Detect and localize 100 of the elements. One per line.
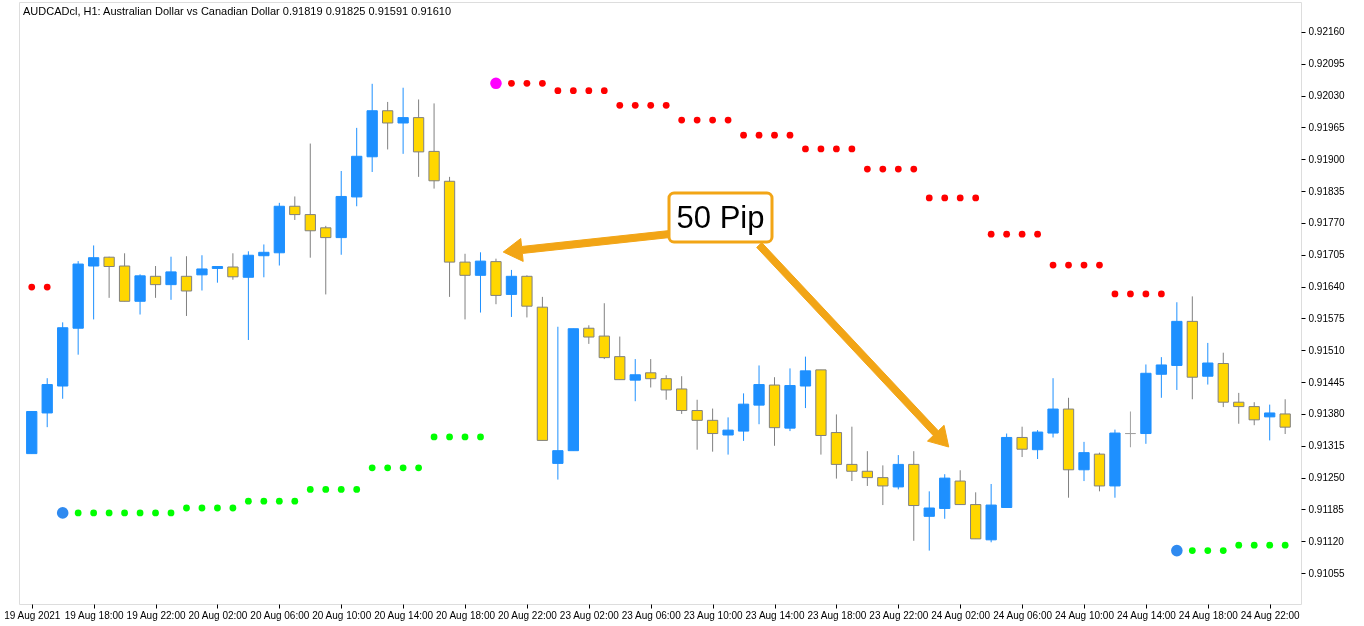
candlestick — [289, 195, 301, 221]
candlestick — [691, 399, 703, 451]
candlestick — [722, 416, 734, 456]
point — [214, 504, 221, 512]
point — [477, 433, 484, 441]
x-tick-label: 23 Aug 10:00 — [683, 609, 744, 621]
x-tick-label: 23 Aug 18:00 — [807, 609, 867, 621]
x-tick-label: 23 Aug 22:00 — [869, 609, 929, 621]
y-tick-label: 0.91640 — [1308, 281, 1346, 293]
y-tick-label: 0.91575 — [1308, 312, 1346, 324]
candlestick — [892, 454, 904, 490]
point — [136, 509, 144, 517]
point — [1266, 541, 1274, 549]
candlestick — [799, 356, 812, 409]
point — [306, 486, 314, 493]
x-tick-label: 23 Aug 06:00 — [621, 609, 682, 621]
candlestick — [753, 364, 765, 425]
point — [662, 101, 670, 109]
candlestick — [227, 252, 239, 281]
candlestick — [676, 375, 688, 415]
candlestick — [583, 324, 595, 345]
point — [368, 464, 376, 472]
y-tick-label: 0.91445 — [1308, 376, 1346, 388]
point — [1034, 230, 1041, 238]
candlestick — [474, 251, 487, 314]
point — [910, 165, 918, 173]
point — [1219, 547, 1227, 554]
point — [74, 509, 82, 517]
y-tick-label: 0.91835 — [1308, 185, 1346, 197]
point — [724, 116, 732, 124]
point — [244, 497, 252, 505]
candlestick — [180, 255, 193, 317]
x-tick-label: 23 Aug 14:00 — [745, 609, 805, 621]
point — [833, 145, 840, 153]
x-tick-label: 19 Aug 22:00 — [126, 609, 186, 621]
candlestick — [87, 244, 100, 320]
point — [802, 145, 809, 153]
point — [430, 433, 438, 441]
y-tick-label: 0.91250 — [1308, 472, 1346, 484]
point — [291, 497, 299, 505]
point — [1281, 541, 1289, 549]
candlestick — [861, 450, 873, 487]
x-tick-label: 24 Aug 10:00 — [1055, 609, 1115, 621]
x-tick-label: 20 Aug 22:00 — [497, 609, 558, 621]
candlestick — [1078, 441, 1090, 482]
x-tick-label: 24 Aug 02:00 — [931, 609, 991, 621]
point — [229, 504, 237, 512]
chart-title: AUDCADcl, H1: Australian Dollar vs Canadian Dollar 0.91819 0.91825 0.91591 0.91610 — [23, 5, 452, 17]
point — [260, 497, 268, 505]
candlestick — [1248, 401, 1260, 426]
point — [461, 433, 469, 441]
point — [1157, 290, 1165, 298]
candlestick — [552, 326, 564, 481]
candlestick — [923, 490, 935, 552]
point — [817, 145, 825, 153]
candlestick — [614, 336, 626, 381]
point — [616, 101, 624, 109]
candlestick — [1047, 377, 1059, 438]
point — [90, 509, 98, 517]
x-tick-label: 19 Aug 2021 — [4, 609, 61, 621]
point — [1204, 547, 1212, 554]
point — [585, 87, 593, 95]
point — [446, 433, 453, 441]
point — [863, 165, 871, 173]
point — [925, 194, 933, 202]
candlestick — [149, 265, 162, 299]
y-tick-label: 0.91965 — [1308, 121, 1346, 133]
point — [879, 165, 887, 173]
point — [1142, 290, 1150, 298]
candlestick — [846, 426, 858, 482]
point — [956, 194, 964, 202]
candlestick — [103, 256, 115, 299]
x-tick-label: 20 Aug 02:00 — [188, 609, 248, 621]
x-tick-label: 20 Aug 06:00 — [250, 609, 310, 621]
x-tick-label: 19 Aug 18:00 — [64, 609, 125, 621]
y-tick-label: 0.92095 — [1308, 58, 1346, 70]
y-tick-label: 0.91900 — [1308, 153, 1346, 165]
x-tick-label: 24 Aug 18:00 — [1178, 609, 1239, 621]
candlestick — [1155, 356, 1168, 399]
y-tick-label: 0.91510 — [1308, 344, 1346, 356]
point — [152, 509, 159, 517]
candlestick — [165, 256, 177, 301]
x-tick-label: 24 Aug 22:00 — [1240, 609, 1301, 621]
x-tick-label: 20 Aug 18:00 — [436, 609, 496, 621]
point — [508, 79, 515, 87]
point — [167, 509, 175, 517]
y-tick-label: 0.91120 — [1308, 535, 1345, 547]
point — [337, 486, 345, 493]
point — [1250, 541, 1258, 549]
point — [322, 486, 330, 493]
point — [972, 194, 980, 202]
annotation: 50 Pip — [676, 199, 765, 235]
point — [755, 131, 763, 139]
point — [1096, 261, 1103, 269]
candlestick — [1016, 426, 1028, 458]
x-tick-label: 23 Aug 02:00 — [559, 609, 620, 621]
point — [198, 504, 206, 512]
point — [771, 131, 778, 139]
candlestick — [1124, 411, 1137, 448]
candlestick — [505, 269, 518, 318]
